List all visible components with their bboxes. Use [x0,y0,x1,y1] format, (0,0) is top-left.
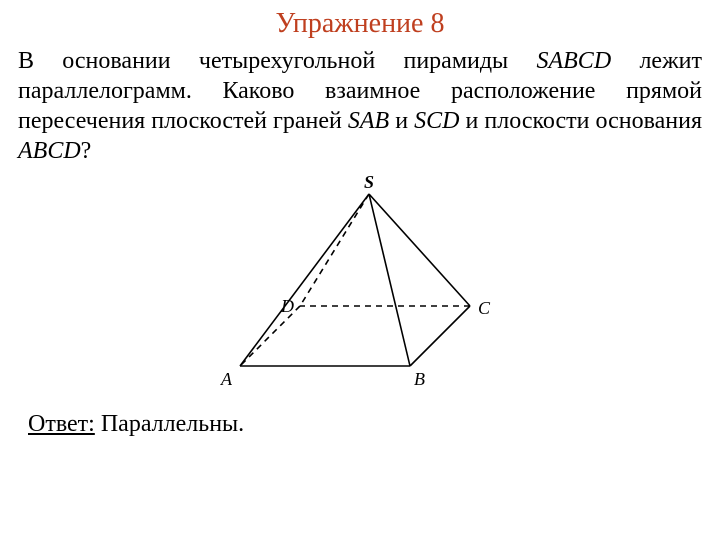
svg-text:S: S [364,176,374,192]
face1: SAB [348,108,389,134]
svg-text:D: D [280,296,294,316]
pyramid-name: SABCD [536,48,611,74]
answer-text: Параллельны. [95,411,244,437]
problem-part1: В основании четырехугольной пирамиды [18,48,536,74]
face2: SCD [414,108,459,134]
svg-text:A: A [220,369,233,386]
problem-part4: и плоскости основания [459,108,702,134]
pyramid-diagram: S A B C D [210,176,510,386]
answer-line: Ответ: Параллельны. [28,411,702,438]
svg-text:B: B [414,369,425,386]
problem-text: В основании четырехугольной пирамиды SAB… [18,46,702,166]
pyramid-figure: S A B C D [18,176,702,391]
answer-label: Ответ: [28,411,95,437]
svg-text:C: C [478,298,491,318]
problem-part5: ? [81,138,92,164]
base-name: ABCD [18,138,81,164]
problem-part3: и [389,108,414,134]
exercise-title: Упражнение 8 [18,8,702,40]
